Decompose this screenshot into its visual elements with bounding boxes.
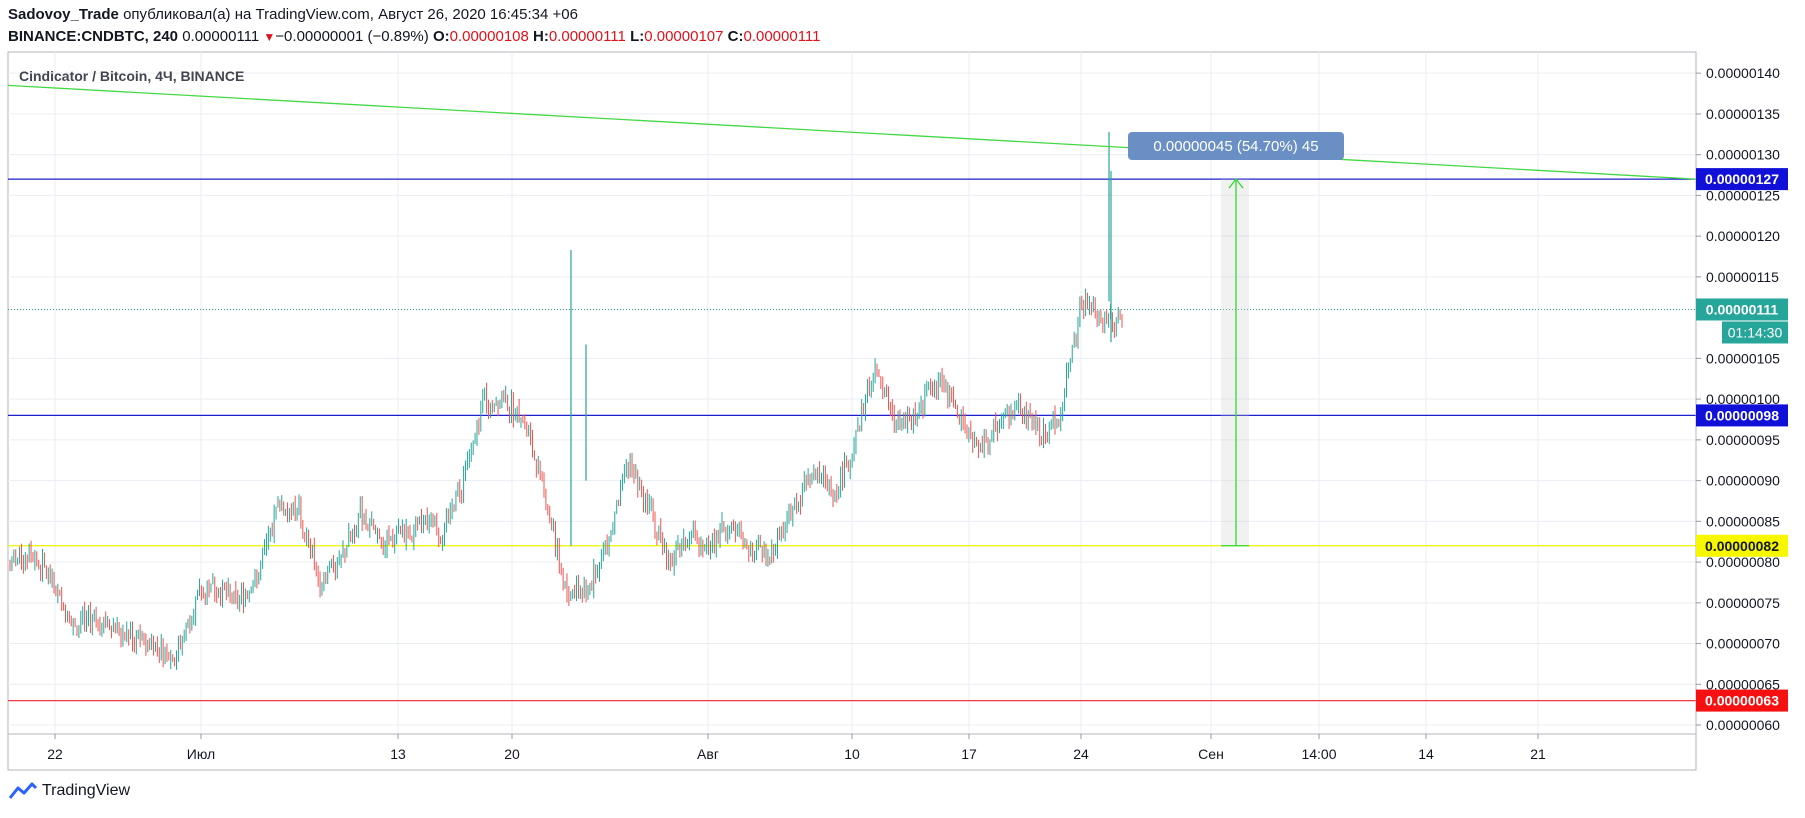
measure-tool[interactable]: 0.00000045 (54.70%) 45: [1128, 132, 1344, 547]
time-axis[interactable]: 22 Июл 13 20 Авг 10 17 24 Сен 14:00 14 21: [47, 734, 1546, 762]
level-price-badge-bg: [1696, 404, 1788, 427]
candles[interactable]: [9, 131, 1123, 670]
close-value: 0.00000111: [743, 28, 821, 45]
tradingview-brand: TradingView: [42, 782, 131, 799]
y-tick-label: 0.00000070: [1706, 636, 1780, 652]
change-down-icon: ▼: [263, 30, 276, 44]
level-price-badge-bg: [1696, 168, 1788, 191]
price-axis[interactable]: 0.00000140 0.00000135 0.00000130 0.00000125…: [1696, 65, 1780, 733]
y-tick-label: 0.00000125: [1706, 187, 1780, 203]
x-tick-label: 24: [1073, 746, 1089, 762]
x-tick-label: 21: [1530, 746, 1546, 762]
horizontal-levels[interactable]: [8, 178, 1696, 702]
close-label: C:: [727, 28, 744, 45]
y-tick-label: 0.00000100: [1706, 391, 1780, 407]
level-price-badge-bg: [1696, 689, 1788, 712]
y-tick-label: 0.00000065: [1706, 676, 1780, 692]
countdown-bg: [1722, 321, 1788, 344]
y-tick-label: 0.00000085: [1706, 513, 1780, 529]
grid: [8, 52, 1696, 734]
measure-label-bg: [1128, 132, 1344, 160]
open-value: 0.00000108: [449, 28, 529, 45]
y-tick-label: 0.00000140: [1706, 65, 1780, 81]
symbol-header: BINANCE:CNDBTC, 240 0.00000111 ▼−0.00000…: [8, 28, 821, 45]
x-tick-label: 17: [961, 746, 977, 762]
y-tick-label: 0.00000075: [1706, 595, 1780, 611]
published-text: опубликовал(а) на TradingView.com, Авгус…: [123, 6, 578, 23]
y-tick-label: 0.00000090: [1706, 473, 1780, 489]
low-value: 0.00000107: [644, 28, 724, 45]
y-tick-label: 0.00000115: [1706, 269, 1779, 285]
price-change: −0.00000001 (−0.89%): [275, 28, 429, 45]
measure-label: 0.00000045 (54.70%) 45: [1153, 138, 1318, 155]
open-label: O:: [432, 28, 450, 45]
chart-title: Cindicator / Bitcoin, 4Ч, BINANCE: [19, 68, 244, 84]
y-tick-label: 0.00000135: [1706, 106, 1780, 122]
y-tick-label: 0.00000095: [1706, 432, 1780, 448]
low-label: L:: [630, 28, 645, 45]
level-price-badge: 0.00000082: [1705, 538, 1779, 554]
level-price-badge: 0.00000063: [1705, 693, 1779, 709]
x-tick-label: 22: [47, 746, 63, 762]
high-value: 0.00000111: [548, 28, 626, 45]
x-tick-label: 13: [390, 746, 406, 762]
x-tick-label: 20: [504, 746, 520, 762]
y-tick-label: 0.00000105: [1706, 350, 1780, 366]
current-price-badge: 0.00000111: [1706, 301, 1779, 317]
x-tick-label: Июл: [187, 746, 215, 762]
y-tick-label: 0.00000120: [1706, 228, 1780, 244]
symbol-label[interactable]: BINANCE:CNDBTC, 240: [8, 28, 179, 45]
author-name[interactable]: Sadovoy_Trade: [8, 6, 119, 23]
current-price-badge-bg: [1696, 298, 1788, 321]
tradingview-logo[interactable]: TradingView: [8, 782, 130, 800]
measure-range-box: [1221, 179, 1249, 546]
level-price-badge: 0.00000098: [1705, 407, 1779, 423]
x-tick-label: Сен: [1198, 746, 1224, 762]
trend-line-group[interactable]: [7, 84, 1697, 180]
publish-header: Sadovoy_Trade опубликовал(а) на TradingV…: [8, 6, 578, 23]
x-tick-label: 14: [1418, 746, 1434, 762]
level-price-badge: 0.00000127: [1705, 171, 1779, 187]
x-tick-label: Авг: [697, 746, 719, 762]
tradingview-cloud-icon: [8, 782, 38, 799]
high-label: H:: [533, 28, 549, 45]
trend-line[interactable]: [7, 84, 1697, 180]
price-chart[interactable]: 0.00000045 (54.70%) 45 Cindicator / Bitc…: [0, 0, 1805, 780]
x-tick-label: 14:00: [1301, 746, 1336, 762]
level-price-badge-bg: [1696, 534, 1788, 557]
y-tick-label: 0.00000080: [1706, 554, 1780, 570]
measure-arrow-head-icon: [1228, 178, 1244, 189]
y-tick-label: 0.00000060: [1706, 717, 1780, 733]
x-tick-label: 10: [844, 746, 860, 762]
y-tick-label: 0.00000130: [1706, 147, 1780, 163]
price-axis-labels: 0.00000127 0.00000098 0.00000082 0.00000063…: [1696, 168, 1788, 712]
bar-countdown: 01:14:30: [1728, 324, 1783, 340]
last-price: 0.00000111: [182, 28, 260, 45]
